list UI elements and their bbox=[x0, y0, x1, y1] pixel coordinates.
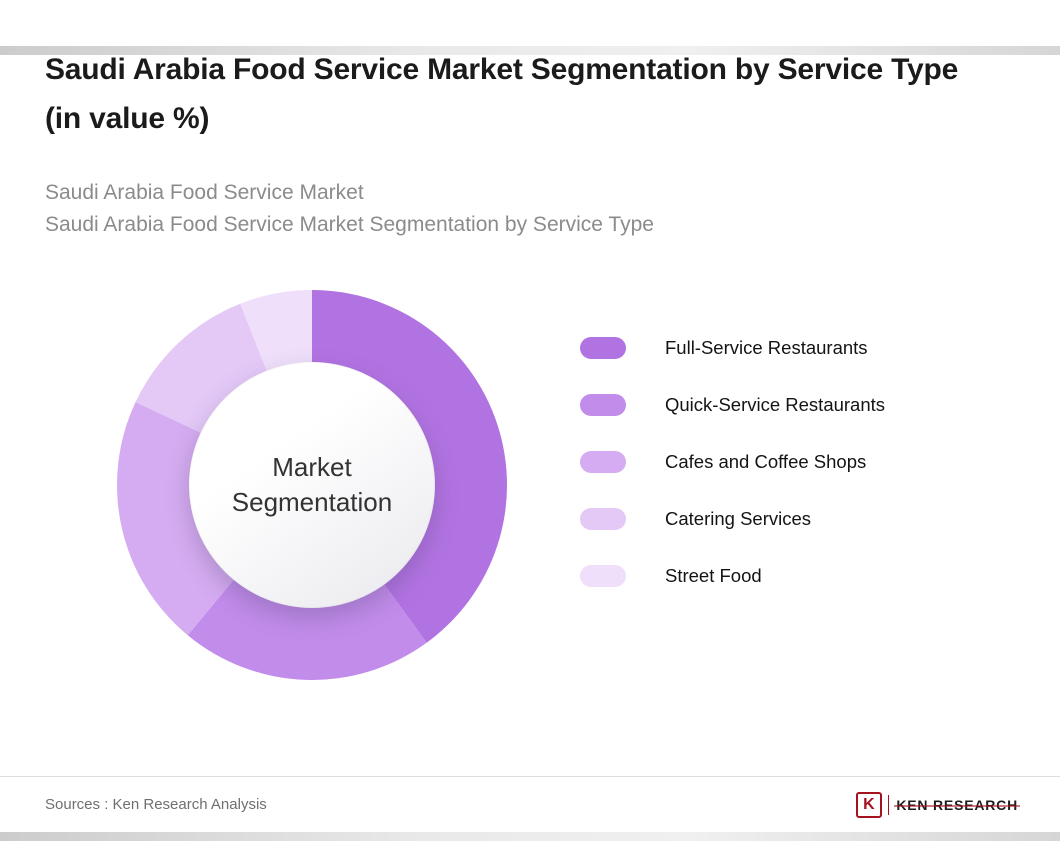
subtitle-block: Saudi Arabia Food Service Market Saudi A… bbox=[45, 177, 1000, 240]
legend-item-cafes-and-coffee-shops: Cafes and Coffee Shops bbox=[580, 451, 885, 474]
top-accent-bar bbox=[0, 46, 1060, 55]
legend-swatch-quick-service-restaurants bbox=[580, 394, 626, 417]
legend-label-quick-service-restaurants: Quick-Service Restaurants bbox=[665, 394, 886, 416]
legend-item-street-food: Street Food bbox=[580, 565, 885, 588]
legend-label-catering-services: Catering Services bbox=[665, 508, 812, 530]
donut-segment-quick-service-restaurants bbox=[187, 578, 427, 681]
subtitle-line-2: Saudi Arabia Food Service Market Segment… bbox=[45, 212, 654, 236]
logo-divider bbox=[887, 794, 890, 815]
donut-segment-full-service-restaurants bbox=[312, 290, 507, 643]
legend-label-street-food: Street Food bbox=[665, 565, 762, 587]
legend-item-quick-service-restaurants: Quick-Service Restaurants bbox=[580, 394, 886, 417]
legend-swatch-catering-services bbox=[580, 508, 626, 531]
bottom-accent-bar bbox=[0, 832, 1060, 841]
ken-research-logo: K KEN RESEARCH bbox=[855, 791, 1020, 818]
donut-center-label: Market Segmentation bbox=[231, 452, 393, 518]
donut-segment-cafes-and-coffee-shops bbox=[117, 402, 235, 636]
chart-legend: Full-Service Restaurants Quick-Service R… bbox=[580, 290, 885, 622]
donut-segment-catering-services bbox=[135, 303, 268, 434]
legend-label-full-service-restaurants: Full-Service Restaurants bbox=[665, 337, 868, 359]
legend-swatch-full-service-restaurants bbox=[580, 337, 626, 360]
page-title: Saudi Arabia Food Service Market Segment… bbox=[45, 53, 959, 135]
legend-label-cafes-and-coffee-shops: Cafes and Coffee Shops bbox=[665, 451, 867, 473]
legend-swatch-street-food bbox=[580, 565, 626, 588]
donut-center-circle: Market Segmentation bbox=[189, 362, 435, 609]
footer-sources: Sources : Ken Research Analysis bbox=[45, 796, 267, 813]
chart-area: Market Segmentation Full-Service Restaur… bbox=[0, 290, 1060, 681]
subtitle-line-1: Saudi Arabia Food Service Market bbox=[45, 181, 364, 205]
donut-chart: Market Segmentation bbox=[117, 290, 507, 681]
ken-research-k-icon: K bbox=[855, 791, 882, 818]
footer: Sources : Ken Research Analysis K KEN RE… bbox=[0, 776, 1060, 832]
donut-segment-street-food bbox=[240, 290, 312, 373]
donut-segments bbox=[117, 290, 507, 681]
ken-research-logo-text: KEN RESEARCH bbox=[894, 796, 1020, 813]
legend-item-full-service-restaurants: Full-Service Restaurants bbox=[580, 337, 885, 360]
legend-swatch-cafes-and-coffee-shops bbox=[580, 451, 626, 474]
legend-item-catering-services: Catering Services bbox=[580, 508, 885, 531]
